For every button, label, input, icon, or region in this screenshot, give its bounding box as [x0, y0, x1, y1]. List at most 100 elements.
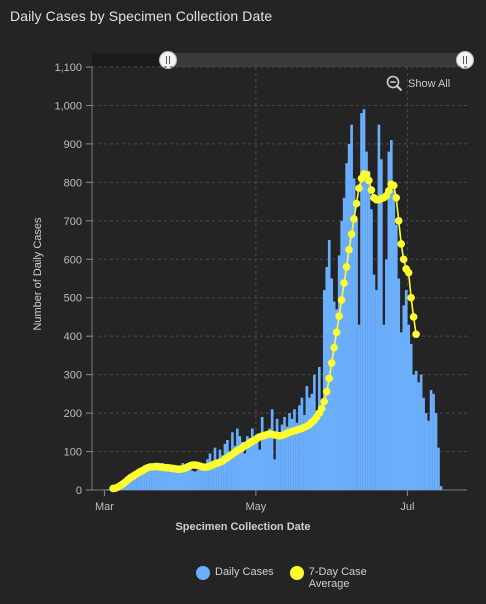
daily-cases-bar	[439, 486, 443, 490]
daily-cases-bar	[422, 397, 425, 490]
daily-cases-bar	[283, 416, 286, 490]
daily-cases-bar	[233, 445, 237, 490]
daily-cases-bar	[228, 451, 232, 490]
daily-cases-bar	[362, 109, 366, 491]
y-tick-label: 800	[64, 177, 82, 189]
seven-day-average-point	[404, 268, 413, 277]
seven-day-average-point	[355, 184, 363, 192]
daily-cases-bar	[419, 374, 423, 490]
daily-cases-bar	[263, 432, 266, 490]
legend-item-daily-cases[interactable]: Daily Cases	[196, 566, 274, 590]
daily-cases-bar	[255, 434, 259, 490]
seven-day-average-point	[350, 215, 358, 223]
seven-day-average-point	[367, 186, 376, 194]
daily-cases-bar	[223, 443, 227, 490]
seven-day-average-point	[412, 330, 420, 339]
seven-day-average-point	[392, 193, 401, 202]
daily-cases-bar	[427, 420, 430, 490]
y-tick-label: 200	[64, 408, 82, 420]
daily-cases-bar	[146, 467, 150, 490]
daily-cases-bar	[340, 220, 343, 490]
daily-cases-bar	[303, 415, 306, 490]
daily-cases-bar	[241, 441, 244, 490]
show-all-button[interactable]: Show All	[386, 75, 450, 92]
chart-title: Daily Cases by Specimen Collection Date	[10, 8, 273, 24]
daily-cases-bar	[164, 465, 167, 490]
daily-cases-bar	[288, 413, 291, 490]
daily-cases-bar	[188, 468, 192, 490]
daily-cases-bar	[231, 432, 234, 490]
daily-cases-bar	[375, 290, 378, 490]
daily-cases-bar	[335, 309, 339, 490]
daily-cases-bar	[317, 366, 321, 490]
daily-cases-bar	[434, 413, 438, 490]
daily-cases-bar	[387, 151, 391, 490]
y-tick-label: 1,100	[54, 62, 82, 74]
daily-cases-bar	[168, 467, 172, 490]
daily-cases-bar	[166, 466, 170, 490]
daily-cases-bar	[275, 418, 279, 490]
seven-day-average-point	[327, 359, 336, 367]
daily-cases-bar	[181, 463, 185, 490]
daily-cases-bar	[173, 471, 177, 490]
seven-day-average-point	[332, 328, 341, 337]
daily-cases-bar	[260, 416, 264, 490]
daily-cases-bar	[412, 374, 415, 490]
daily-cases-bar	[377, 124, 381, 490]
daily-cases-bar	[399, 332, 403, 490]
show-all-label: Show All	[408, 77, 451, 90]
daily-cases-bar	[352, 178, 356, 490]
daily-cases-bar	[253, 443, 257, 490]
daily-cases-bar	[394, 224, 398, 490]
range-slider-excluded	[92, 53, 168, 67]
daily-cases-bar	[429, 390, 433, 490]
daily-cases-bar	[355, 220, 358, 490]
daily-cases-bar	[208, 453, 212, 490]
daily-cases-bar	[295, 422, 299, 490]
y-tick-label: 900	[64, 139, 82, 151]
seven-day-average-point	[347, 230, 356, 239]
y-tick-label: 0	[76, 485, 82, 497]
seven-day-average-point	[322, 387, 331, 396]
daily-cases-bar	[268, 428, 271, 490]
daily-cases-bar	[347, 143, 351, 490]
daily-cases-bar	[250, 428, 254, 490]
x-axis-title: Specimen Collection Date	[175, 521, 311, 533]
daily-cases-bar	[196, 470, 199, 490]
daily-cases-bar	[178, 466, 182, 490]
daily-cases-bar	[186, 466, 190, 490]
daily-cases-bar	[134, 474, 137, 490]
legend-item-7-day-average[interactable]: 7-Day Case Average	[289, 566, 371, 590]
daily-cases-bar	[392, 190, 396, 490]
daily-cases-bar	[402, 305, 406, 490]
daily-cases-bar	[382, 324, 386, 490]
daily-cases-bar	[365, 151, 368, 490]
daily-cases-bar	[248, 438, 252, 490]
seven-day-average-point	[365, 176, 373, 185]
daily-cases-bar	[380, 159, 383, 491]
daily-cases-bar	[226, 440, 229, 490]
daily-cases-bar	[129, 478, 132, 490]
legend-swatch-7-day-average	[289, 566, 304, 580]
seven-day-average-point	[407, 293, 415, 302]
daily-cases-bar	[191, 470, 194, 490]
daily-cases-bar	[313, 374, 316, 490]
daily-cases-bar	[149, 466, 152, 490]
daily-cases-bar	[372, 274, 376, 490]
seven-day-average-point	[352, 199, 361, 208]
daily-cases-bar	[198, 466, 202, 490]
daily-cases-bar	[213, 447, 217, 490]
seven-day-average-point	[325, 374, 333, 383]
daily-cases-bar	[305, 386, 309, 490]
legend-label-daily-cases: Daily Cases	[215, 566, 274, 578]
range-slider-handle-1[interactable]	[159, 51, 177, 69]
daily-cases-bar	[258, 449, 262, 490]
seven-day-average-point	[342, 263, 351, 271]
seven-day-average-point	[320, 397, 329, 406]
range-slider-handle-2[interactable]	[456, 51, 474, 69]
zoom-out-icon	[386, 75, 403, 92]
daily-cases-bar	[298, 405, 301, 490]
daily-cases-bar	[243, 453, 247, 490]
daily-cases-bar	[350, 124, 353, 490]
daily-cases-bar	[273, 459, 276, 490]
